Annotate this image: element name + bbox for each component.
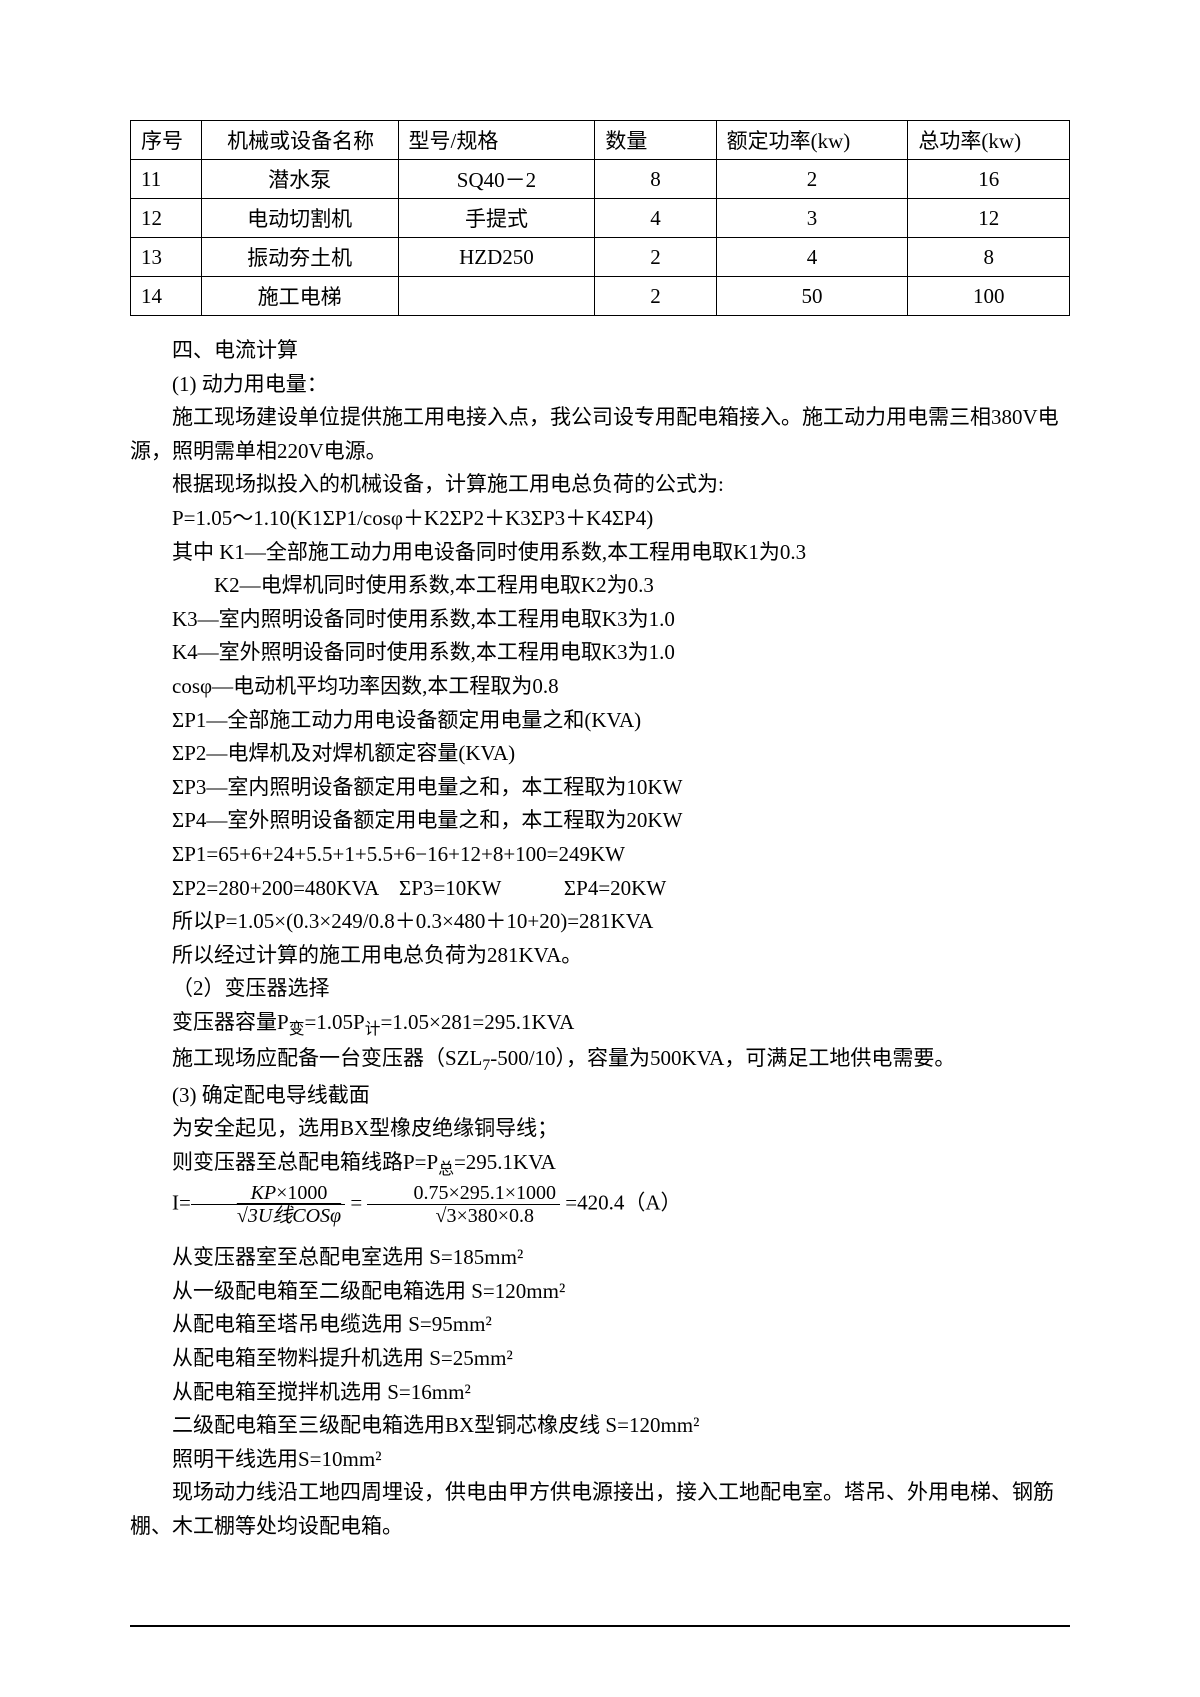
paragraph: 从配电箱至塔吊电缆选用 S=95mm² — [130, 1308, 1070, 1342]
header-total-power: 总功率(kw) — [908, 121, 1070, 160]
current-formula: I= KP×1000 √3U线COSφ = 0.75×295.1×1000 √3… — [130, 1182, 1070, 1227]
cell: 振动夯土机 — [201, 238, 398, 277]
table-row: 11 潜水泵 SQ40－2 8 2 16 — [131, 160, 1070, 199]
formula-eq: = — [350, 1191, 362, 1215]
section-4-title: 四、电流计算 — [130, 334, 1070, 368]
subscript: 变 — [289, 1021, 305, 1038]
cell: 4 — [716, 238, 908, 277]
equipment-table: 序号 机械或设备名称 型号/规格 数量 额定功率(kw) 总功率(kw) 11 … — [130, 120, 1070, 316]
paragraph: 所以P=1.05×(0.3×249/0.8＋0.3×480＋10+20)=281… — [130, 905, 1070, 939]
text: =1.05P — [304, 1010, 364, 1034]
cell: 8 — [908, 238, 1070, 277]
cell: 2 — [595, 238, 716, 277]
text: 则变压器至总配电箱线路P=P — [172, 1150, 438, 1174]
paragraph: ΣP1—全部施工动力用电设备额定用电量之和(KVA) — [130, 704, 1070, 738]
header-qty: 数量 — [595, 121, 716, 160]
cell — [398, 277, 595, 316]
text: -500/10），容量为500KVA，可满足工地供电需要。 — [490, 1046, 955, 1070]
paragraph: 从配电箱至搅拌机选用 S=16mm² — [130, 1376, 1070, 1410]
item-3-heading: (3) 确定配电导线截面 — [130, 1079, 1070, 1113]
header-rated-power: 额定功率(kw) — [716, 121, 908, 160]
paragraph: P=1.05～1.10(K1ΣP1/cosφ＋K2ΣP2＋K3ΣP3＋K4ΣP4… — [130, 502, 1070, 536]
cell: 手提式 — [398, 199, 595, 238]
paragraph: ΣP1=65+6+24+5.5+1+5.5+6−16+12+8+100=249K… — [130, 838, 1070, 872]
table-row: 13 振动夯土机 HZD250 2 4 8 — [131, 238, 1070, 277]
text: 施工现场应配备一台变压器（SZL — [172, 1046, 482, 1070]
fraction-1: KP×1000 √3U线COSφ — [191, 1182, 345, 1227]
paragraph: 为安全起见，选用BX型橡皮绝缘铜导线； — [130, 1112, 1070, 1146]
text: 变压器容量P — [172, 1010, 289, 1034]
paragraph: cosφ—电动机平均功率因数,本工程取为0.8 — [130, 670, 1070, 704]
cell: 施工电梯 — [201, 277, 398, 316]
paragraph: 则变压器至总配电箱线路P=P总=295.1KVA — [130, 1146, 1070, 1182]
cell: 100 — [908, 277, 1070, 316]
cell: 12 — [131, 199, 202, 238]
paragraph: 从一级配电箱至二级配电箱选用 S=120mm² — [130, 1275, 1070, 1309]
formula-i: I= — [172, 1191, 191, 1215]
header-model: 型号/规格 — [398, 121, 595, 160]
paragraph: 根据现场拟投入的机械设备，计算施工用电总负荷的公式为: — [130, 468, 1070, 502]
cell: 电动切割机 — [201, 199, 398, 238]
den1-text: √3U线COSφ — [237, 1205, 341, 1227]
paragraph: ΣP2—电焊机及对焊机额定容量(KVA) — [130, 737, 1070, 771]
paragraph: 变压器容量P变=1.05P计=1.05×281=295.1KVA — [130, 1006, 1070, 1042]
sqrt-text: √3U线COSφ — [237, 1205, 341, 1227]
table-row: 12 电动切割机 手提式 4 3 12 — [131, 199, 1070, 238]
paragraph: ΣP2=280+200=480KVA ΣP3=10KW ΣP4=20KW — [130, 872, 1070, 906]
paragraph: 施工现场建设单位提供施工用电接入点，我公司设专用配电箱接入。施工动力用电需三相3… — [130, 401, 1070, 468]
numerator-1: KP×1000 — [191, 1182, 345, 1205]
paragraph: 所以经过计算的施工用电总负荷为281KVA。 — [130, 939, 1070, 973]
cell: 3 — [716, 199, 908, 238]
paragraph: 从配电箱至物料提升机选用 S=25mm² — [130, 1342, 1070, 1376]
cell: 2 — [716, 160, 908, 199]
paragraph: 施工现场应配备一台变压器（SZL7-500/10），容量为500KVA，可满足工… — [130, 1042, 1070, 1078]
header-seq: 序号 — [131, 121, 202, 160]
item-2-heading: （2）变压器选择 — [130, 972, 1070, 1006]
subscript: 总 — [438, 1161, 454, 1178]
num1-rest: ×1000 — [276, 1182, 327, 1204]
denominator-1: √3U线COSφ — [191, 1205, 345, 1227]
paragraph: K3—室内照明设备同时使用系数,本工程用电取K3为1.0 — [130, 603, 1070, 637]
fraction-2: 0.75×295.1×1000 √3×380×0.8 — [367, 1182, 560, 1227]
subscript: 计 — [365, 1021, 381, 1038]
paragraph: 照明干线选用S=10mm² — [130, 1443, 1070, 1477]
paragraph: 现场动力线沿工地四周埋设，供电由甲方供电源接出，接入工地配电室。塔吊、外用电梯、… — [130, 1476, 1070, 1543]
cell: 4 — [595, 199, 716, 238]
paragraph: 二级配电箱至三级配电箱选用BX型铜芯橡皮线 S=120mm² — [130, 1409, 1070, 1443]
cell: 12 — [908, 199, 1070, 238]
paragraph: 从变压器室至总配电室选用 S=185mm² — [130, 1241, 1070, 1275]
paragraph: K4—室外照明设备同时使用系数,本工程用电取K3为1.0 — [130, 636, 1070, 670]
cell: 2 — [595, 277, 716, 316]
cell: 8 — [595, 160, 716, 199]
cell: 13 — [131, 238, 202, 277]
paragraph: ΣP4—室外照明设备额定用电量之和，本工程取为20KW — [130, 804, 1070, 838]
paragraph: ΣP3—室内照明设备额定用电量之和，本工程取为10KW — [130, 771, 1070, 805]
header-name: 机械或设备名称 — [201, 121, 398, 160]
numerator-2: 0.75×295.1×1000 — [367, 1182, 560, 1205]
cell: HZD250 — [398, 238, 595, 277]
cell: 14 — [131, 277, 202, 316]
cell: SQ40－2 — [398, 160, 595, 199]
cell: 16 — [908, 160, 1070, 199]
formula-result: =420.4（A） — [565, 1191, 681, 1215]
cell: 潜水泵 — [201, 160, 398, 199]
text: =295.1KVA — [454, 1150, 556, 1174]
cell: 50 — [716, 277, 908, 316]
denominator-2: √3×380×0.8 — [367, 1205, 560, 1227]
paragraph: 其中 K1—全部施工动力用电设备同时使用系数,本工程用电取K1为0.3 — [130, 536, 1070, 570]
text: =1.05×281=295.1KVA — [380, 1010, 574, 1034]
table-row: 14 施工电梯 2 50 100 — [131, 277, 1070, 316]
cell: 11 — [131, 160, 202, 199]
table-header-row: 序号 机械或设备名称 型号/规格 数量 额定功率(kw) 总功率(kw) — [131, 121, 1070, 160]
footer-divider — [130, 1625, 1070, 1627]
paragraph: K2—电焊机同时使用系数,本工程用电取K2为0.3 — [130, 569, 1070, 603]
item-1-heading: (1) 动力用电量： — [130, 368, 1070, 402]
kp-italic: KP — [251, 1182, 277, 1204]
